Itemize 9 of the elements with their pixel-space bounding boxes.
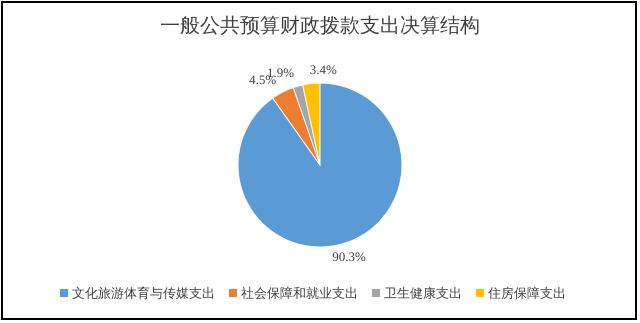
pie-slice [272,86,320,166]
data-label: 90.3% [332,249,366,264]
data-label: 3.4% [310,62,338,78]
legend-label: 住房保障支出 [487,286,566,301]
chart-title: 一般公共预算财政拨款支出决算结构 [160,15,480,37]
legend-label: 社会保障和就业支出 [241,286,358,301]
legend-label: 卫生健康支出 [384,286,462,301]
legend-label: 文化旅游体育与传媒支出 [72,286,215,301]
pie-slice [238,82,402,248]
